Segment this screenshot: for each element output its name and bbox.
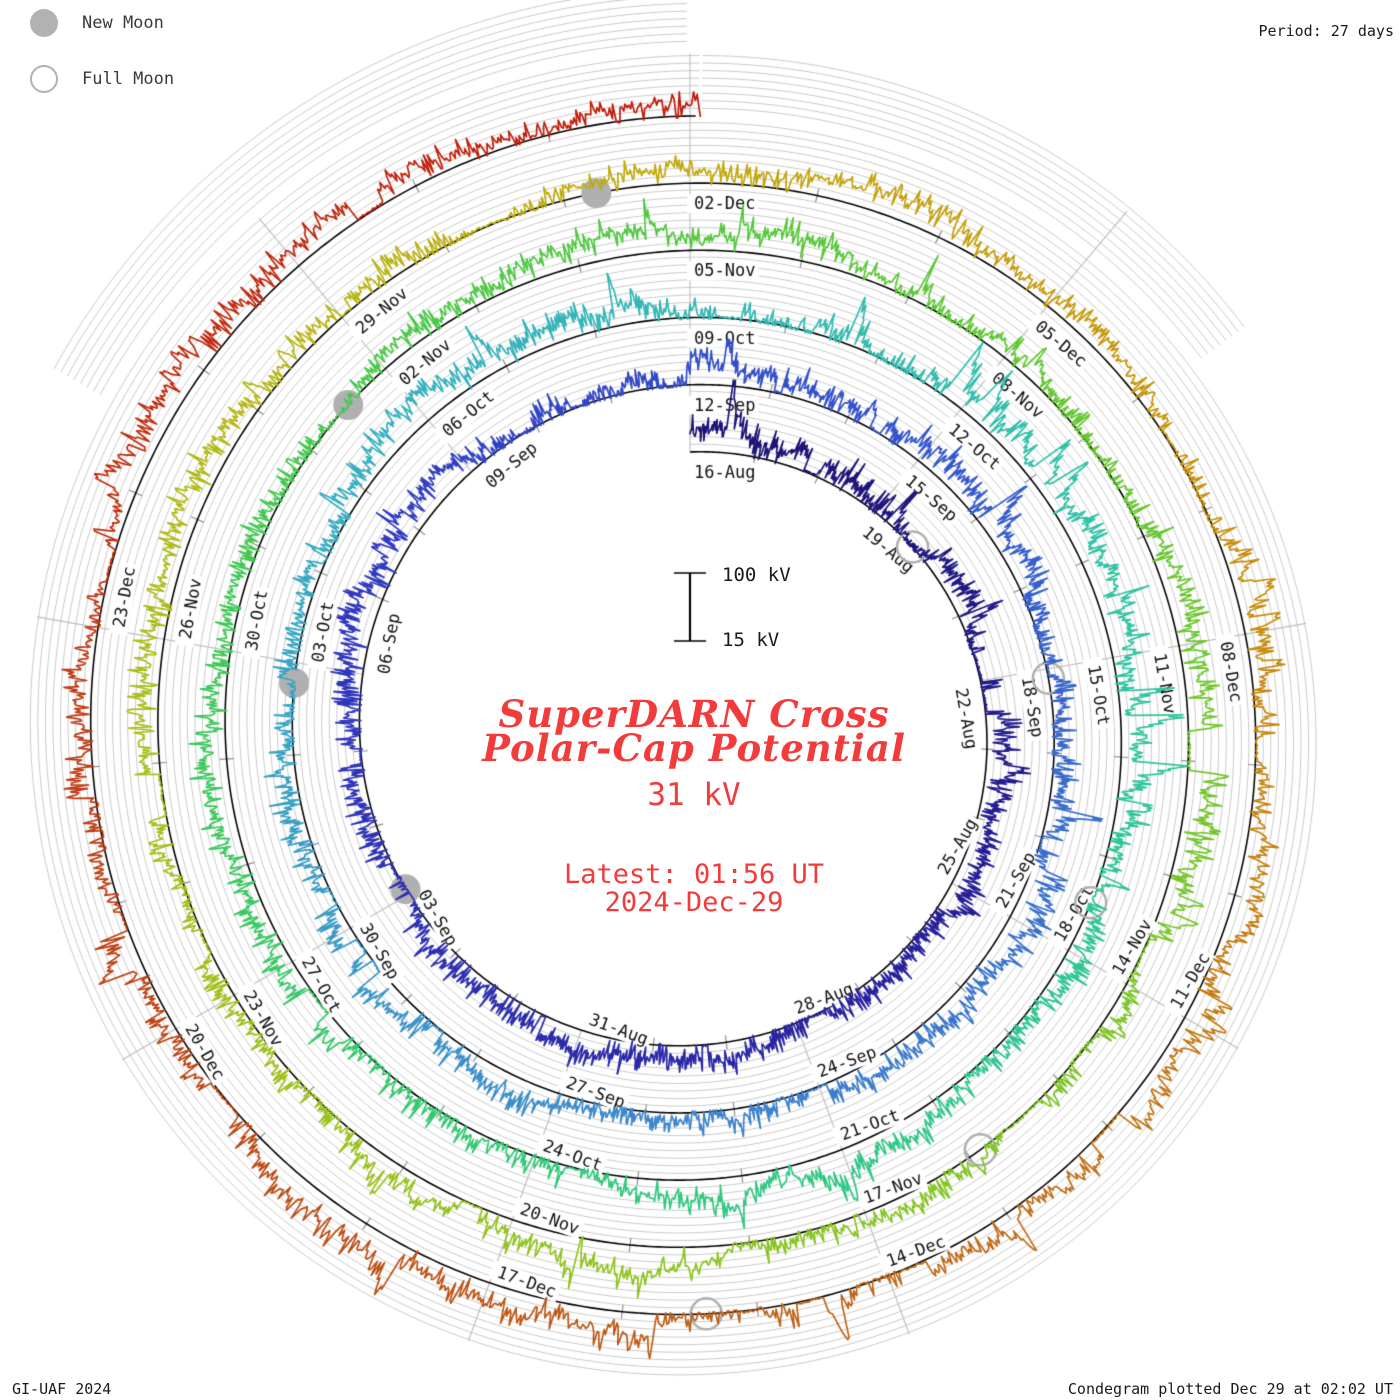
- latest-date: 2024-Dec-29: [604, 887, 784, 918]
- title-line-1: SuperDARN Cross: [498, 692, 890, 736]
- full-moon-icon: [30, 65, 58, 93]
- new-moon-icon: [30, 9, 58, 37]
- latest-time: Latest: 01:56 UT: [563, 859, 825, 890]
- plotted-timestamp: Condegram plotted Dec 29 at 02:02 UT: [1067, 1380, 1393, 1398]
- latest-block: Latest: 01:56 UT 2024-Dec-29: [564, 861, 824, 917]
- legend-new-moon: New Moon: [30, 9, 164, 37]
- chart-title: SuperDARN Cross Polar-Cap Potential 31 k…: [482, 692, 906, 814]
- new-moon-label: New Moon: [82, 13, 164, 33]
- scale-top-label: 100 kV: [722, 564, 791, 586]
- full-moon-label: Full Moon: [82, 69, 175, 89]
- scale-bottom-label: 15 kV: [722, 629, 780, 651]
- credit-label: GI-UAF 2024: [12, 1380, 112, 1398]
- title-line-2: Polar-Cap Potential: [482, 726, 906, 770]
- current-value: 31 kV: [647, 777, 741, 813]
- period-label: Period: 27 days: [1258, 22, 1394, 40]
- legend-full-moon: Full Moon: [30, 65, 174, 93]
